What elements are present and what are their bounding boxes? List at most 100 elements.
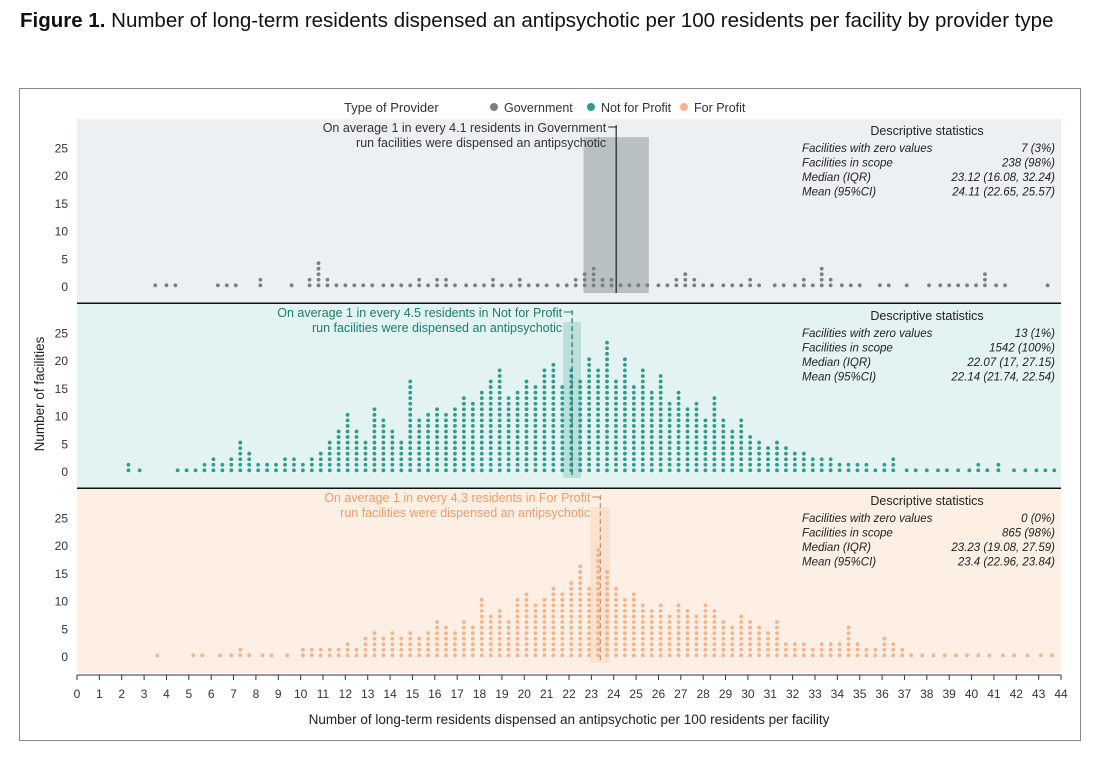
data-dot [614, 462, 618, 467]
data-dot [676, 462, 681, 467]
data-dot [891, 468, 896, 473]
data-dot [730, 457, 735, 462]
data-dot [730, 446, 735, 451]
data-dot [676, 451, 681, 456]
data-dot [721, 642, 726, 647]
data-dot [408, 385, 413, 389]
data-dot [658, 424, 663, 428]
data-dot [218, 653, 223, 658]
x-tick-label: 24 [607, 687, 621, 701]
data-dot [578, 620, 583, 624]
data-dot [560, 429, 565, 434]
x-tick-label: 22 [562, 687, 576, 701]
data-dot [390, 440, 395, 445]
data-dot [658, 653, 663, 658]
data-dot [560, 468, 565, 473]
data-dot [479, 418, 484, 423]
data-dot [819, 653, 824, 658]
data-dot [801, 642, 806, 647]
data-dot [658, 440, 663, 445]
data-dot [542, 435, 547, 439]
data-dot [542, 653, 547, 658]
y-tick-label: 25 [55, 326, 69, 340]
data-dot [453, 647, 457, 652]
data-dot [551, 457, 556, 462]
data-dot [542, 368, 547, 373]
data-dot [920, 653, 925, 658]
data-dot [363, 468, 368, 473]
data-dot [569, 625, 574, 630]
data-dot [444, 277, 448, 282]
data-dot [551, 468, 556, 473]
data-dot [614, 597, 618, 602]
y-tick-label: 5 [61, 622, 68, 636]
data-dot [461, 440, 466, 445]
data-dot [631, 429, 636, 434]
x-tick-label: 19 [495, 687, 509, 701]
data-dot [444, 631, 448, 636]
data-dot [578, 581, 583, 586]
data-dot [819, 272, 824, 277]
data-dot [578, 614, 583, 619]
data-dot [739, 429, 744, 434]
data-dot [444, 435, 448, 439]
data-dot [578, 636, 583, 641]
data-dot [372, 435, 377, 439]
x-tick-label: 39 [943, 687, 957, 701]
data-dot [873, 653, 878, 658]
stats-value: 23.12 (16.08, 32.24) [950, 172, 1055, 184]
data-dot [479, 609, 484, 613]
data-dot [533, 462, 538, 467]
data-dot [712, 625, 717, 630]
data-dot [674, 283, 679, 288]
data-dot [533, 435, 538, 439]
data-dot [497, 636, 502, 641]
data-dot [587, 379, 592, 384]
data-dot [739, 440, 744, 445]
data-dot [488, 440, 493, 445]
data-dot [542, 642, 547, 647]
data-dot [605, 362, 609, 367]
data-dot [578, 412, 583, 417]
data-dot [623, 653, 627, 658]
data-dot [551, 424, 556, 428]
data-dot [587, 451, 592, 456]
data-dot [996, 462, 1001, 467]
data-dot [685, 446, 690, 451]
data-dot [766, 653, 770, 658]
data-dot [640, 374, 645, 378]
data-dot [658, 614, 663, 619]
data-dot [497, 385, 502, 389]
data-dot [551, 462, 556, 467]
data-dot [703, 653, 708, 658]
data-dot [784, 462, 788, 467]
data-dot [739, 614, 744, 619]
data-dot [488, 446, 493, 451]
data-dot [453, 429, 457, 434]
data-dot [784, 468, 788, 473]
data-dot [886, 283, 891, 288]
data-dot [891, 462, 896, 467]
data-dot [569, 586, 574, 591]
data-dot [685, 440, 690, 445]
data-dot [470, 642, 475, 647]
data-dot [967, 468, 972, 473]
data-dot [408, 457, 413, 462]
data-dot [479, 647, 484, 652]
data-dot [461, 435, 466, 439]
data-dot [649, 462, 654, 467]
data-dot [757, 462, 761, 467]
data-dot [623, 396, 627, 401]
data-dot [426, 647, 431, 652]
data-dot [470, 625, 475, 630]
data-dot [515, 451, 520, 456]
data-dot [640, 379, 645, 384]
stats-label: Facilities with zero values [802, 328, 933, 340]
data-dot [497, 653, 502, 658]
data-dot [515, 390, 520, 395]
data-dot [631, 603, 636, 608]
data-dot [676, 647, 681, 652]
data-dot [363, 440, 368, 445]
data-dot [444, 412, 448, 417]
data-dot [533, 653, 538, 658]
